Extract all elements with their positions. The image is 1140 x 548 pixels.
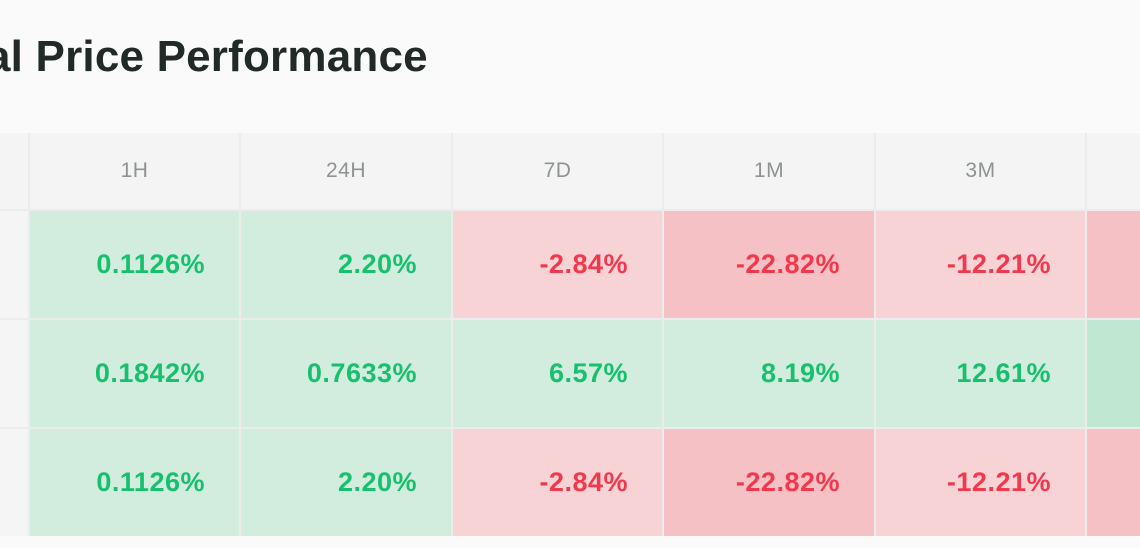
table-cell-7d: 6.57% <box>453 320 662 427</box>
table-cell-next <box>1087 320 1140 427</box>
table-cell-next: - <box>1087 429 1140 536</box>
table-cell-3m: -12.21% <box>876 429 1085 536</box>
table-cell-1h: 0.1842% <box>30 320 239 427</box>
table-cell-24h: 2.20% <box>241 429 451 536</box>
row-label <box>0 429 28 536</box>
table-cell-24h: 2.20% <box>241 211 451 318</box>
table-cell-next: - <box>1087 211 1140 318</box>
column-header-label <box>0 133 28 209</box>
performance-table: 1H 24H 7D 1M 3M 0.1126% 2.20% -2.84% -22… <box>0 133 1140 536</box>
table-cell-7d: -2.84% <box>453 429 662 536</box>
table-cell-3m: 12.61% <box>876 320 1085 427</box>
row-label <box>0 211 28 318</box>
table-cell-7d: -2.84% <box>453 211 662 318</box>
column-header-3m[interactable]: 3M <box>876 133 1085 209</box>
table-cell-24h: 0.7633% <box>241 320 451 427</box>
table-cell-3m: -12.21% <box>876 211 1085 318</box>
row-label <box>0 320 28 427</box>
column-header-next[interactable] <box>1087 133 1140 209</box>
column-header-7d[interactable]: 7D <box>453 133 662 209</box>
table-cell-1m: -22.82% <box>664 429 874 536</box>
table-cell-1m: -22.82% <box>664 211 874 318</box>
column-header-1m[interactable]: 1M <box>664 133 874 209</box>
column-header-1h[interactable]: 1H <box>30 133 239 209</box>
table-cell-1h: 0.1126% <box>30 211 239 318</box>
table-cell-1h: 0.1126% <box>30 429 239 536</box>
column-header-24h[interactable]: 24H <box>241 133 451 209</box>
page-title: al Price Performance <box>0 32 428 81</box>
table-cell-1m: 8.19% <box>664 320 874 427</box>
